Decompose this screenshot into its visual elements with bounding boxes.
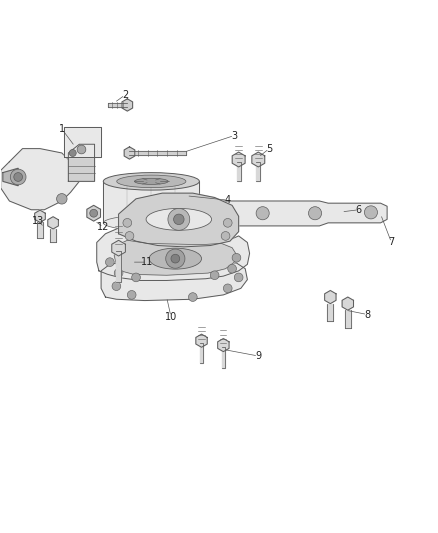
Text: 2: 2 [122,90,128,100]
Circle shape [256,207,269,220]
Polygon shape [117,251,121,282]
Circle shape [228,264,237,273]
Circle shape [232,253,241,262]
Polygon shape [37,222,42,238]
Polygon shape [97,228,250,280]
Ellipse shape [134,179,168,184]
Circle shape [69,149,76,157]
Text: 3: 3 [231,131,237,141]
Circle shape [221,231,230,240]
Polygon shape [237,161,240,181]
Polygon shape [103,181,199,223]
Polygon shape [1,149,81,210]
Circle shape [57,193,67,204]
Polygon shape [130,151,186,155]
Text: 6: 6 [356,205,362,215]
Circle shape [14,173,22,181]
Polygon shape [122,99,133,111]
Circle shape [364,206,378,219]
Text: 4: 4 [225,195,231,205]
Polygon shape [193,201,387,226]
Polygon shape [87,205,100,221]
Circle shape [132,273,141,282]
Circle shape [127,290,136,299]
Circle shape [112,282,121,290]
Polygon shape [50,229,56,243]
Text: 7: 7 [389,238,395,247]
Circle shape [308,207,321,220]
Circle shape [90,209,98,217]
Circle shape [77,145,86,154]
Polygon shape [325,290,336,304]
Polygon shape [196,334,207,348]
Polygon shape [114,240,237,275]
Polygon shape [232,152,245,167]
Polygon shape [342,297,353,310]
Text: 12: 12 [97,222,110,232]
Circle shape [168,208,190,230]
Polygon shape [68,144,95,181]
Polygon shape [108,103,127,107]
Circle shape [223,219,232,227]
Text: 13: 13 [32,216,44,225]
Circle shape [188,293,197,302]
Text: 8: 8 [364,310,371,319]
Polygon shape [222,347,225,368]
Circle shape [106,258,114,266]
Polygon shape [3,168,18,185]
Polygon shape [327,304,333,321]
Ellipse shape [103,215,199,230]
Polygon shape [124,147,135,159]
Text: 5: 5 [266,143,272,154]
Text: 9: 9 [255,351,261,361]
Polygon shape [112,240,125,256]
Circle shape [173,214,184,224]
Polygon shape [218,338,229,352]
Circle shape [171,254,180,263]
Ellipse shape [117,175,186,188]
Circle shape [11,169,26,185]
Polygon shape [200,343,203,362]
Ellipse shape [103,173,199,190]
Polygon shape [252,152,265,167]
Polygon shape [35,210,45,222]
Ellipse shape [149,248,201,269]
Text: 11: 11 [141,257,153,267]
Circle shape [114,269,123,277]
Circle shape [123,219,132,227]
Text: 10: 10 [165,312,177,322]
Circle shape [210,271,219,280]
Polygon shape [101,261,247,301]
Polygon shape [64,127,101,157]
Polygon shape [119,193,239,247]
Circle shape [223,284,232,293]
Polygon shape [48,217,58,229]
Circle shape [125,231,134,240]
Polygon shape [256,161,260,181]
Text: 1: 1 [59,124,65,134]
Polygon shape [345,310,351,328]
Ellipse shape [146,208,212,230]
Circle shape [234,273,243,282]
Circle shape [166,249,185,268]
